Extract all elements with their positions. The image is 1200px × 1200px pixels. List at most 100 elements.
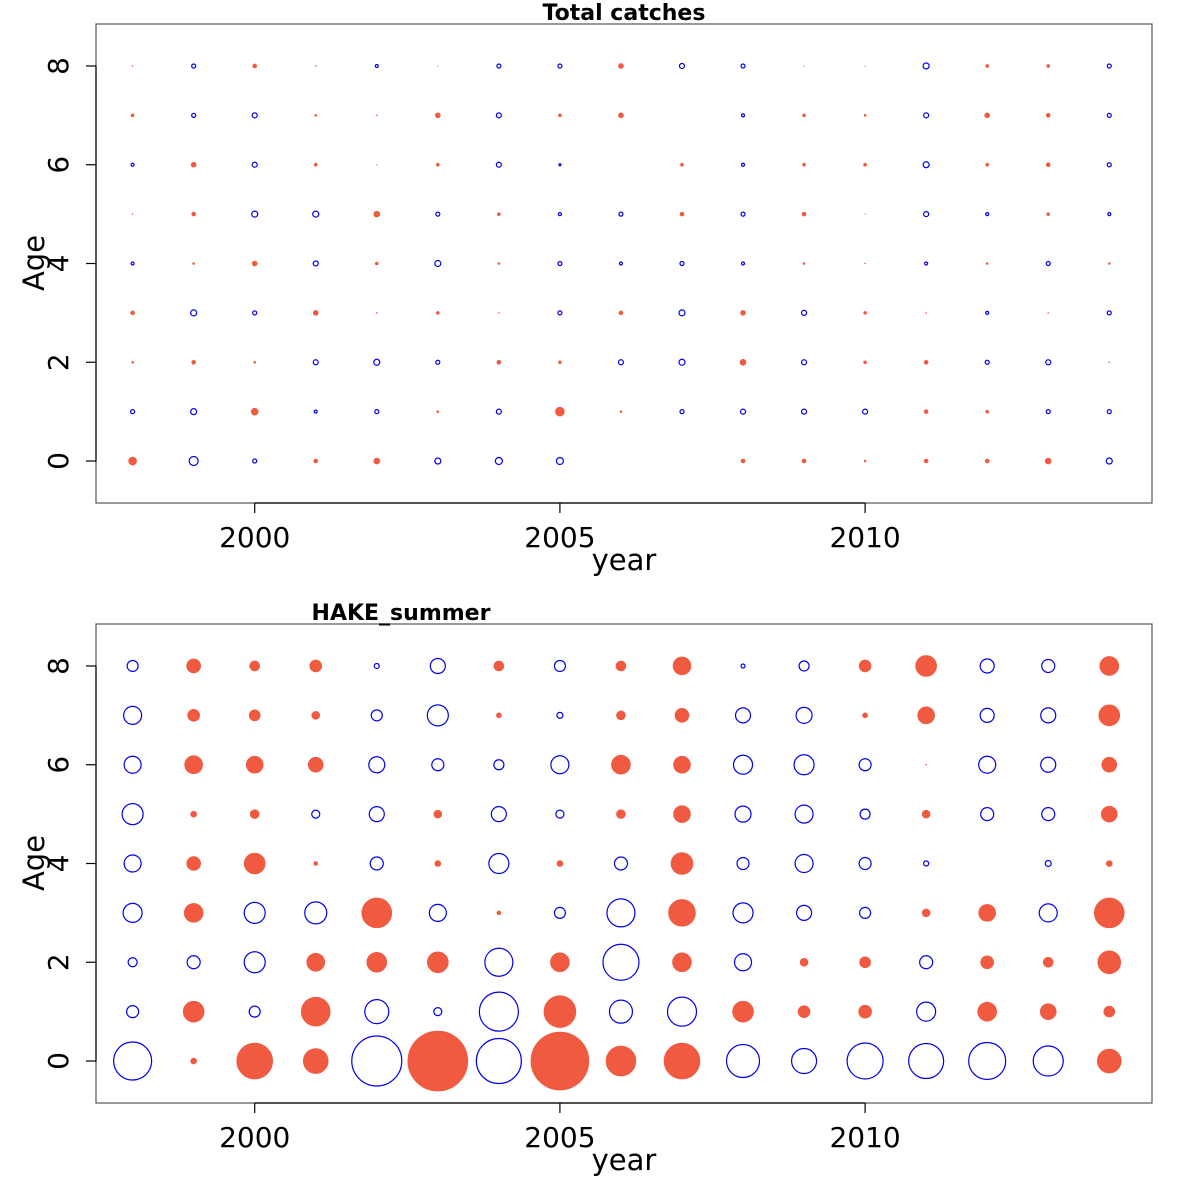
y-axis-label: Age bbox=[17, 835, 51, 891]
bubble-positive bbox=[1107, 262, 1111, 265]
panel-total-catches: Total catches year Age 2000 2005 2010 0 2 4 6… bbox=[17, 1, 1153, 577]
bubble-positive bbox=[314, 65, 317, 67]
bubble-negative bbox=[434, 259, 442, 268]
bubble-negative bbox=[859, 808, 871, 820]
bubble-negative bbox=[734, 805, 752, 823]
bubble-negative bbox=[678, 358, 686, 366]
bubble-negative bbox=[1045, 409, 1051, 415]
bubble-positive bbox=[1044, 457, 1052, 465]
y-tick-label: 0 bbox=[42, 1052, 75, 1070]
bubble-positive bbox=[864, 65, 866, 67]
bubble-positive bbox=[191, 359, 196, 365]
bubble-positive bbox=[130, 113, 135, 118]
bubble-negative bbox=[496, 63, 502, 69]
bubble-negative bbox=[188, 455, 199, 467]
bubble-positive bbox=[801, 458, 807, 464]
bubble-negative bbox=[426, 704, 449, 727]
bubble-negative bbox=[495, 161, 502, 168]
bubble-negative bbox=[435, 211, 441, 217]
bubble-positive bbox=[496, 359, 502, 365]
bubble-negative bbox=[798, 660, 810, 672]
bubble-positive bbox=[859, 956, 871, 969]
bubble-negative bbox=[1107, 212, 1112, 217]
bubble-positive bbox=[437, 65, 439, 67]
bubble-series bbox=[113, 655, 1125, 1092]
bubble-negative bbox=[373, 358, 381, 366]
bubble-positive bbox=[131, 65, 134, 67]
bubble-positive bbox=[249, 809, 260, 819]
bubble-positive bbox=[314, 114, 318, 117]
bubble-positive bbox=[679, 211, 685, 217]
bubble-negative bbox=[740, 261, 746, 266]
bubble-negative bbox=[1045, 359, 1052, 366]
bubble-positive bbox=[302, 1048, 329, 1074]
bubble-positive bbox=[1096, 1048, 1122, 1074]
bubble-positive bbox=[374, 261, 379, 266]
bubble-positive bbox=[858, 1004, 872, 1019]
bubble-negative bbox=[794, 804, 814, 824]
bubble-positive bbox=[128, 456, 137, 466]
bubble-negative bbox=[679, 260, 685, 267]
bubble-negative bbox=[374, 63, 379, 69]
bubble-negative bbox=[800, 359, 808, 366]
bubble-negative bbox=[190, 309, 198, 317]
bubble-positive bbox=[300, 996, 331, 1027]
bubble-negative bbox=[740, 663, 746, 669]
bubble-negative bbox=[113, 1041, 153, 1081]
x-tick-label: 2000 bbox=[219, 521, 290, 554]
bubble-negative bbox=[924, 261, 929, 266]
bubble-positive bbox=[670, 852, 694, 875]
bubble-positive bbox=[498, 312, 500, 314]
bubble-positive bbox=[427, 951, 449, 974]
bubble-negative bbox=[613, 856, 629, 871]
bubble-negative bbox=[127, 957, 138, 968]
x-axis: 2000 2005 2010 bbox=[219, 502, 901, 554]
bubble-negative bbox=[618, 261, 624, 266]
bubble-negative bbox=[617, 359, 625, 366]
bubble-positive bbox=[673, 805, 691, 823]
bubble-negative bbox=[736, 856, 750, 871]
bubble-positive bbox=[1108, 361, 1111, 364]
bubble-positive bbox=[556, 860, 564, 867]
bubble-positive bbox=[673, 755, 691, 774]
bubble-positive bbox=[619, 410, 623, 413]
bubble-positive bbox=[313, 458, 319, 464]
bubble-negative bbox=[311, 809, 321, 819]
bubble-positive bbox=[311, 711, 321, 720]
bubble-positive bbox=[985, 162, 989, 167]
bubble-negative bbox=[364, 999, 390, 1025]
bubble-negative bbox=[793, 754, 815, 776]
bubble-positive bbox=[1046, 212, 1051, 216]
bubble-negative bbox=[1041, 658, 1056, 674]
bubble-positive bbox=[436, 162, 440, 167]
bubble-negative bbox=[251, 210, 259, 218]
bubble-positive bbox=[493, 660, 505, 672]
bubble-series bbox=[128, 62, 1113, 467]
bubble-positive bbox=[253, 360, 257, 364]
y-tick-label: 4 bbox=[42, 255, 75, 273]
bubble-positive bbox=[182, 1000, 205, 1023]
bubble-positive bbox=[436, 311, 440, 315]
bubble-positive bbox=[1039, 1003, 1057, 1020]
bubble-positive bbox=[799, 957, 809, 967]
bubble-negative bbox=[130, 162, 135, 167]
bubble-negative bbox=[968, 1041, 1007, 1081]
y-axis: 0 2 4 6 8 bbox=[42, 57, 97, 470]
bubble-negative bbox=[553, 906, 567, 919]
bubble-negative bbox=[923, 860, 930, 867]
bubble-positive bbox=[1093, 897, 1125, 929]
bubble-negative bbox=[550, 755, 570, 775]
bubble-negative bbox=[908, 1042, 945, 1080]
bubble-positive bbox=[663, 1042, 701, 1080]
bubble-positive bbox=[436, 410, 440, 413]
bubble-positive bbox=[1045, 162, 1051, 168]
bubble-negative bbox=[923, 112, 930, 119]
bubble-negative bbox=[484, 947, 514, 977]
bubble-negative bbox=[740, 63, 746, 69]
bubble-negative bbox=[732, 902, 754, 924]
bubble-positive bbox=[555, 406, 565, 417]
bubble-positive bbox=[190, 161, 197, 168]
bubble-positive bbox=[977, 1001, 997, 1022]
bubble-negative bbox=[846, 1042, 884, 1080]
